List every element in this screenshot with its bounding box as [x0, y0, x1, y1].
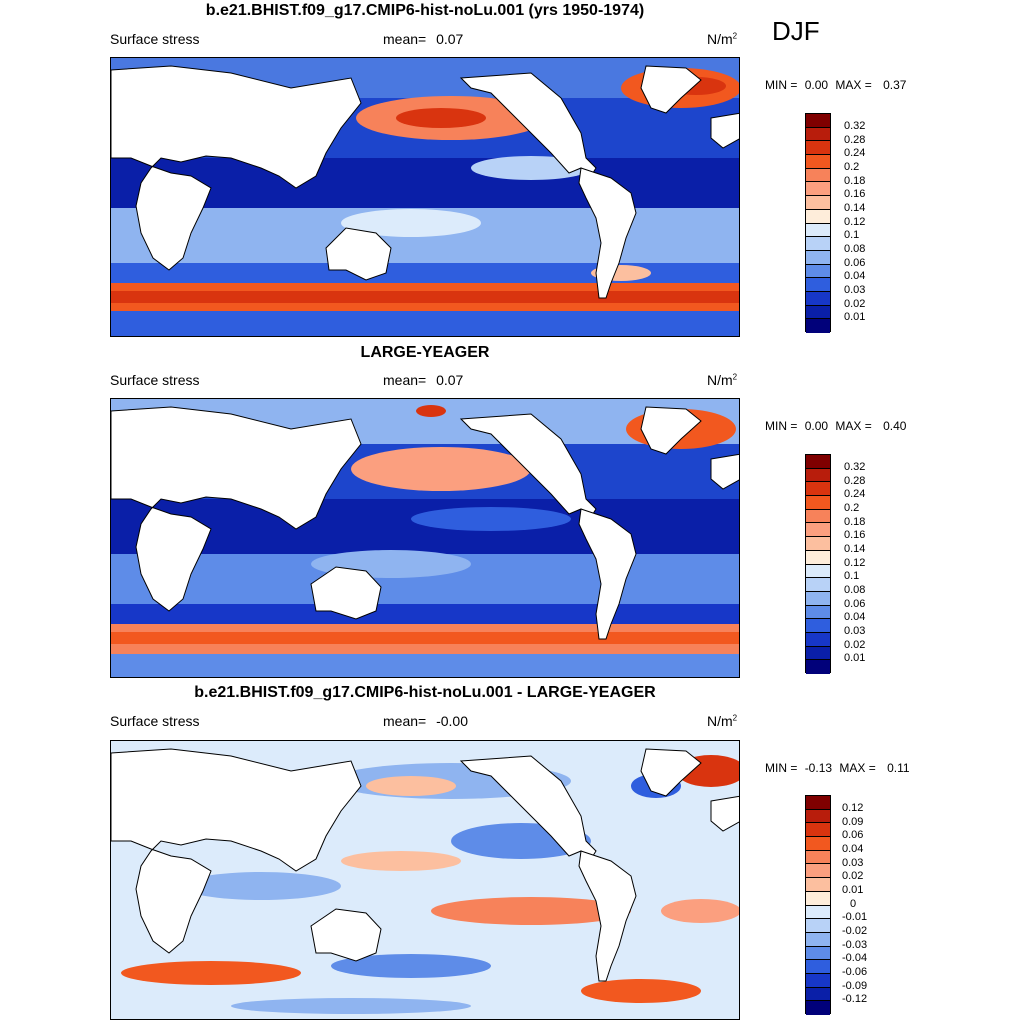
panel-3-units: N/m2 [707, 713, 738, 729]
cb1-label: 0.24 [844, 147, 866, 159]
panel-2-mean-label: mean= [383, 372, 427, 388]
cb3-label: -0.06 [842, 966, 868, 978]
cb3-label: 0.04 [842, 843, 864, 855]
cb1-label: 0.02 [844, 298, 866, 310]
cb1-label: 0.06 [844, 257, 866, 269]
panel-2-variable: Surface stress [110, 372, 200, 388]
cb3-label: 0.06 [842, 829, 864, 841]
panel-1-units: N/m2 [707, 31, 738, 47]
panel-3-colorbar [805, 795, 831, 1015]
panel-3-variable: Surface stress [110, 713, 200, 729]
panel-1-title: b.e21.BHIST.f09_g17.CMIP6-hist-noLu.001 … [205, 2, 645, 19]
cb2-label: 0.03 [844, 625, 866, 637]
cb1-label: 0.03 [844, 284, 866, 296]
panel-2-mean: mean= 0.07 [383, 372, 463, 388]
cb3-label: 0 [850, 898, 857, 910]
cb3-label: 0.09 [842, 816, 864, 828]
cb2-label: 0.06 [844, 598, 866, 610]
cb1-label: 0.1 [844, 229, 860, 241]
panel-3-map [110, 740, 740, 1020]
cb2-label: 0.01 [844, 652, 866, 664]
panel-1-minmax: MIN = 0.00 MAX = 0.37 [765, 78, 907, 92]
panel-2-units: N/m2 [707, 372, 738, 388]
cb1-label: 0.32 [844, 120, 866, 132]
panel-3-mean-label: mean= [383, 713, 427, 729]
panel-3-mean: mean= -0.00 [383, 713, 468, 729]
cb3-label: -0.09 [842, 980, 868, 992]
cb2-label: 0.18 [844, 516, 866, 528]
panel-1-map [110, 57, 740, 337]
panel-1-mean-value: 0.07 [436, 31, 464, 47]
cb2-label: 0.08 [844, 584, 866, 596]
cb1-label: 0.08 [844, 243, 866, 255]
cb2-label: 0.1 [844, 570, 860, 582]
panel-1-variable: Surface stress [110, 31, 200, 47]
cb2-label: 0.14 [844, 543, 866, 555]
panel-2-minmax: MIN = 0.00 MAX = 0.40 [765, 419, 907, 433]
panel-3-minmax: MIN = -0.13 MAX = 0.11 [765, 761, 910, 775]
panel-2-map [110, 398, 740, 678]
cb2-label: 0.02 [844, 639, 866, 651]
cb2-label: 0.12 [844, 557, 866, 569]
season-label: DJF [772, 16, 820, 46]
panel-1-colorbar [805, 113, 831, 333]
panel-2-mean-value: 0.07 [436, 372, 464, 388]
cb2-label: 0.28 [844, 475, 866, 487]
cb3-label: -0.01 [842, 911, 868, 923]
cb2-label: 0.04 [844, 611, 866, 623]
cb2-label: 0.24 [844, 488, 866, 500]
cb1-label: 0.16 [844, 188, 866, 200]
cb1-label: 0.28 [844, 134, 866, 146]
cb3-label: 0.12 [842, 802, 864, 814]
cb1-label: 0.01 [844, 311, 866, 323]
cb1-label: 0.12 [844, 216, 866, 228]
cb2-label: 0.2 [844, 502, 860, 514]
cb1-label: 0.14 [844, 202, 866, 214]
panel-3-mean-value: -0.00 [436, 713, 469, 729]
cb1-label: 0.04 [844, 270, 866, 282]
cb3-label: -0.03 [842, 939, 868, 951]
cb3-label: 0.03 [842, 857, 864, 869]
cb3-label: -0.02 [842, 925, 868, 937]
panel-1-mean: mean= 0.07 [383, 31, 463, 47]
panel-2-colorbar [805, 454, 831, 674]
cb2-label: 0.16 [844, 529, 866, 541]
panel-2-title: LARGE-YEAGER [360, 344, 490, 361]
cb3-label: -0.04 [842, 952, 868, 964]
cb2-label: 0.32 [844, 461, 866, 473]
panel-1-mean-label: mean= [383, 31, 427, 47]
cb3-label: -0.12 [842, 993, 868, 1005]
cb1-label: 0.18 [844, 175, 866, 187]
panel-3-title: b.e21.BHIST.f09_g17.CMIP6-hist-noLu.001 … [194, 684, 656, 701]
cb3-label: 0.01 [842, 884, 864, 896]
cb1-label: 0.2 [844, 161, 860, 173]
cb3-label: 0.02 [842, 870, 864, 882]
